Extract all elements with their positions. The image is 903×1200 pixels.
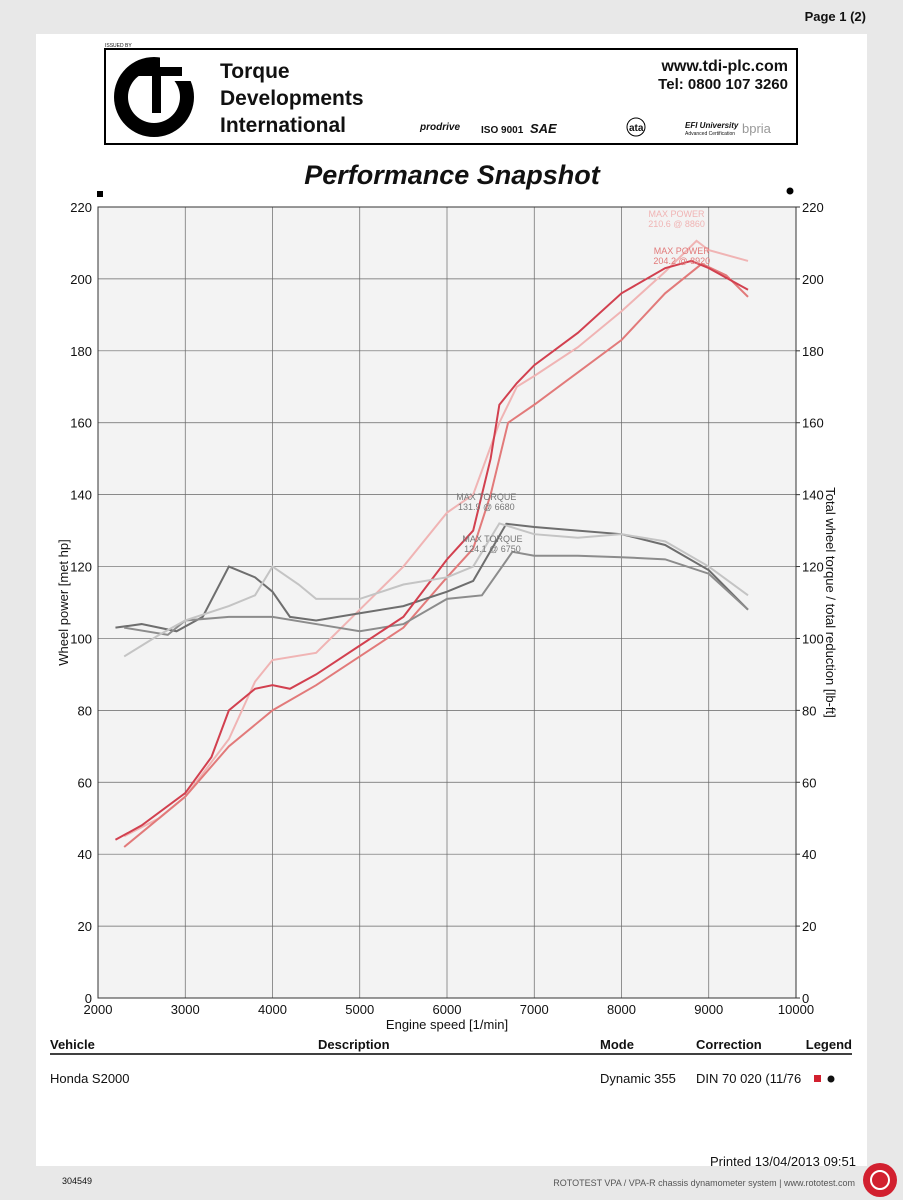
y-tick-label: 100 (70, 631, 92, 646)
chart-title: Performance Snapshot (304, 160, 601, 190)
footer: ROTOTEST VPA / VPA-R chassis dynamometer… (553, 1178, 855, 1188)
y2-tick-label: 20 (802, 919, 816, 934)
y2-tick-label: 200 (802, 272, 824, 287)
torque-legend-marker (786, 187, 794, 195)
header-box (104, 48, 798, 145)
page-number: Page 1 (2) (805, 9, 866, 24)
y2-tick-label: 140 (802, 488, 824, 503)
table-header: Legend (806, 1037, 852, 1052)
y-tick-label: 20 (78, 919, 92, 934)
annotation-value: 131.9 @ 6680 (458, 502, 515, 512)
annotation-title: MAX TORQUE (462, 534, 522, 544)
table-cell: DIN 70 020 (11/76 (696, 1071, 801, 1086)
logo-text: ISO 9001 (481, 125, 524, 136)
company-line: Torque (220, 60, 290, 83)
y-tick-label: 140 (70, 488, 92, 503)
y2-tick-label: 0 (802, 991, 809, 1006)
logo-text: prodrive (419, 122, 460, 133)
company-line: Developments (220, 87, 364, 110)
logo-text: Advanced Certification (685, 131, 735, 137)
x-tick-label: 8000 (607, 1002, 636, 1017)
y-tick-label: 60 (78, 775, 92, 790)
series-line (123, 239, 749, 838)
series-line (115, 522, 749, 633)
x-tick-label: 5000 (345, 1002, 374, 1017)
y-tick-label: 160 (70, 416, 92, 431)
table-cell: Honda S2000 (50, 1071, 130, 1086)
y2-tick-label: 160 (802, 416, 824, 431)
logo-text: bpria (742, 121, 772, 136)
y-tick-label: 0 (85, 991, 92, 1006)
y-tick-label: 180 (70, 344, 92, 359)
table-header: Correction (696, 1037, 762, 1052)
x-axis-label: Engine speed [1/min] (386, 1017, 508, 1032)
x-tick-label: 2000 (84, 1002, 113, 1017)
rototest-logo-ring (870, 1170, 890, 1190)
legend-power (814, 1075, 821, 1082)
tdi-logo (114, 55, 200, 137)
y-tick-label: 80 (78, 703, 92, 718)
company-line: International (220, 114, 346, 137)
rototest-logo (863, 1163, 897, 1197)
y2-tick-label: 60 (802, 775, 816, 790)
x-tick-label: 9000 (694, 1002, 723, 1017)
doc-id: 304549 (62, 1176, 92, 1186)
series-line (123, 262, 749, 848)
y2-axis-label: Total wheel torque / total reduction [lb… (823, 487, 838, 718)
printed-date: Printed 13/04/2013 09:51 (710, 1154, 856, 1169)
annotation-value: 210.6 @ 8860 (648, 219, 705, 229)
y2-tick-label: 120 (802, 560, 824, 575)
y-tick-label: 120 (70, 560, 92, 575)
logo-text: ata (629, 123, 644, 134)
y2-tick-label: 220 (802, 200, 824, 215)
annotation-title: MAX POWER (654, 246, 711, 256)
series-line (123, 522, 749, 658)
chart: 2000 3000 4000 5000 6000 7000 8000 9000 10000020… (56, 200, 838, 1032)
series-line (124, 550, 749, 636)
y2-tick-label: 80 (802, 703, 816, 718)
table-cell: Dynamic 355 (600, 1071, 676, 1086)
y2-tick-label: 180 (802, 344, 824, 359)
logo-text: EFI University (685, 121, 739, 130)
logo-text: SAE (530, 121, 557, 136)
ata-logo (626, 117, 646, 137)
table-header: Description (318, 1037, 390, 1052)
power-legend-marker (97, 191, 103, 197)
y-tick-label: 200 (70, 272, 92, 287)
x-tick-label: 10000 (778, 1002, 814, 1017)
x-tick-label: 7000 (520, 1002, 549, 1017)
y2-tick-label: 100 (802, 631, 824, 646)
y2-tick-label: 40 (802, 847, 816, 862)
website: www.tdi-plc.com (660, 58, 788, 75)
table-header: Vehicle (50, 1037, 95, 1052)
x-tick-label: 4000 (258, 1002, 287, 1017)
issued-by: ISSUED BY (105, 43, 132, 49)
legend-torque (827, 1075, 835, 1083)
annotation-title: MAX TORQUE (456, 492, 516, 502)
phone: Tel: 0800 107 3260 (658, 76, 788, 93)
annotation-value: 124.1 @ 6750 (464, 544, 521, 554)
plot-border (97, 206, 797, 999)
y-tick-label: 220 (70, 200, 92, 215)
x-tick-label: 6000 (433, 1002, 462, 1017)
x-tick-label: 3000 (171, 1002, 200, 1017)
annotation-title: MAX POWER (649, 209, 706, 219)
series-line (114, 259, 749, 841)
y-axis-label: Wheel power [met hp] (56, 539, 71, 665)
annotation-value: 204.2 @ 8920 (653, 256, 710, 266)
table-header: Mode (600, 1037, 634, 1052)
y-tick-label: 40 (78, 847, 92, 862)
